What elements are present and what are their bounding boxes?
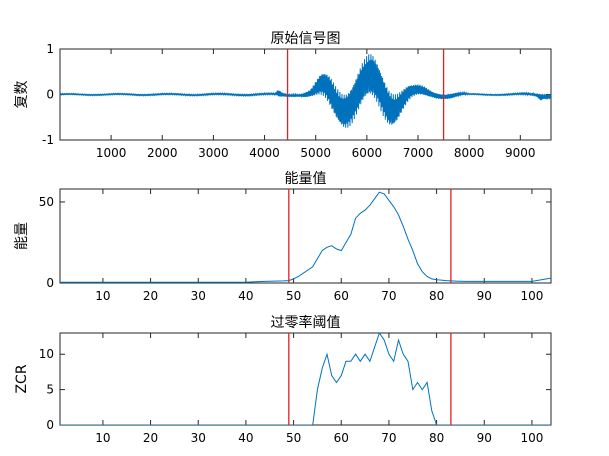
y-tick-label: 0 xyxy=(46,276,54,290)
x-tick-label: 80 xyxy=(429,431,444,445)
x-tick-label: 60 xyxy=(334,431,349,445)
x-tick-label: 60 xyxy=(334,289,349,303)
x-tick-label: 9000 xyxy=(505,146,536,160)
waveform-series xyxy=(60,54,551,128)
plot-area xyxy=(60,189,551,283)
x-tick-label: 1000 xyxy=(96,146,127,160)
x-tick-label: 20 xyxy=(143,431,158,445)
series-line xyxy=(60,333,551,425)
x-tick-label: 5000 xyxy=(300,146,331,160)
subplot-3: 过零率阈值 ZCR 10 20 30 40 50 60 70 80 90 100 0 5 10 xyxy=(14,314,552,445)
subplot-title: 能量值 xyxy=(285,171,327,187)
x-tick-label: 50 xyxy=(286,431,301,445)
series-line xyxy=(60,191,551,283)
x-tick-label: 70 xyxy=(381,289,396,303)
y-tick-label: 0 xyxy=(46,88,54,102)
y-tick-label: 1 xyxy=(46,42,54,56)
y-tick-label: 50 xyxy=(39,195,54,209)
x-tick-label: 20 xyxy=(143,289,158,303)
x-tick-label: 100 xyxy=(520,289,543,303)
x-tick-label: 3000 xyxy=(198,146,229,160)
x-tick-label: 4000 xyxy=(249,146,280,160)
plot-area xyxy=(60,333,551,425)
x-tick-label: 7000 xyxy=(403,146,434,160)
x-tick-label: 6000 xyxy=(352,146,383,160)
subplot-title: 原始信号图 xyxy=(271,31,341,47)
axes-box xyxy=(59,188,552,284)
y-axis-label: ZCR xyxy=(14,364,30,393)
x-tick-label: 2000 xyxy=(147,146,178,160)
x-tick-label: 10 xyxy=(95,431,110,445)
y-axis-label: 复数 xyxy=(13,81,30,109)
x-tick-label: 50 xyxy=(286,289,301,303)
y-tick-label: 10 xyxy=(39,347,54,361)
x-tick-label: 10 xyxy=(95,289,110,303)
x-tick-label: 40 xyxy=(238,431,253,445)
y-tick-label: 0 xyxy=(46,418,54,432)
y-axis-label: 能量 xyxy=(14,222,30,250)
x-tick-label: 30 xyxy=(191,289,206,303)
x-tick-label: 40 xyxy=(238,289,253,303)
x-tick-label: 30 xyxy=(191,431,206,445)
x-tick-label: 8000 xyxy=(454,146,485,160)
x-tick-label: 70 xyxy=(381,431,396,445)
plot-area xyxy=(60,49,551,140)
x-tick-label: 100 xyxy=(520,431,543,445)
axes-box xyxy=(59,332,552,426)
y-tick-label: -1 xyxy=(42,133,54,147)
y-tick-label: 5 xyxy=(46,383,54,397)
x-tick-label: 90 xyxy=(477,431,492,445)
x-tick-label: 80 xyxy=(429,289,444,303)
x-tick-label: 90 xyxy=(477,289,492,303)
subplot-title: 过零率阈值 xyxy=(271,314,341,331)
